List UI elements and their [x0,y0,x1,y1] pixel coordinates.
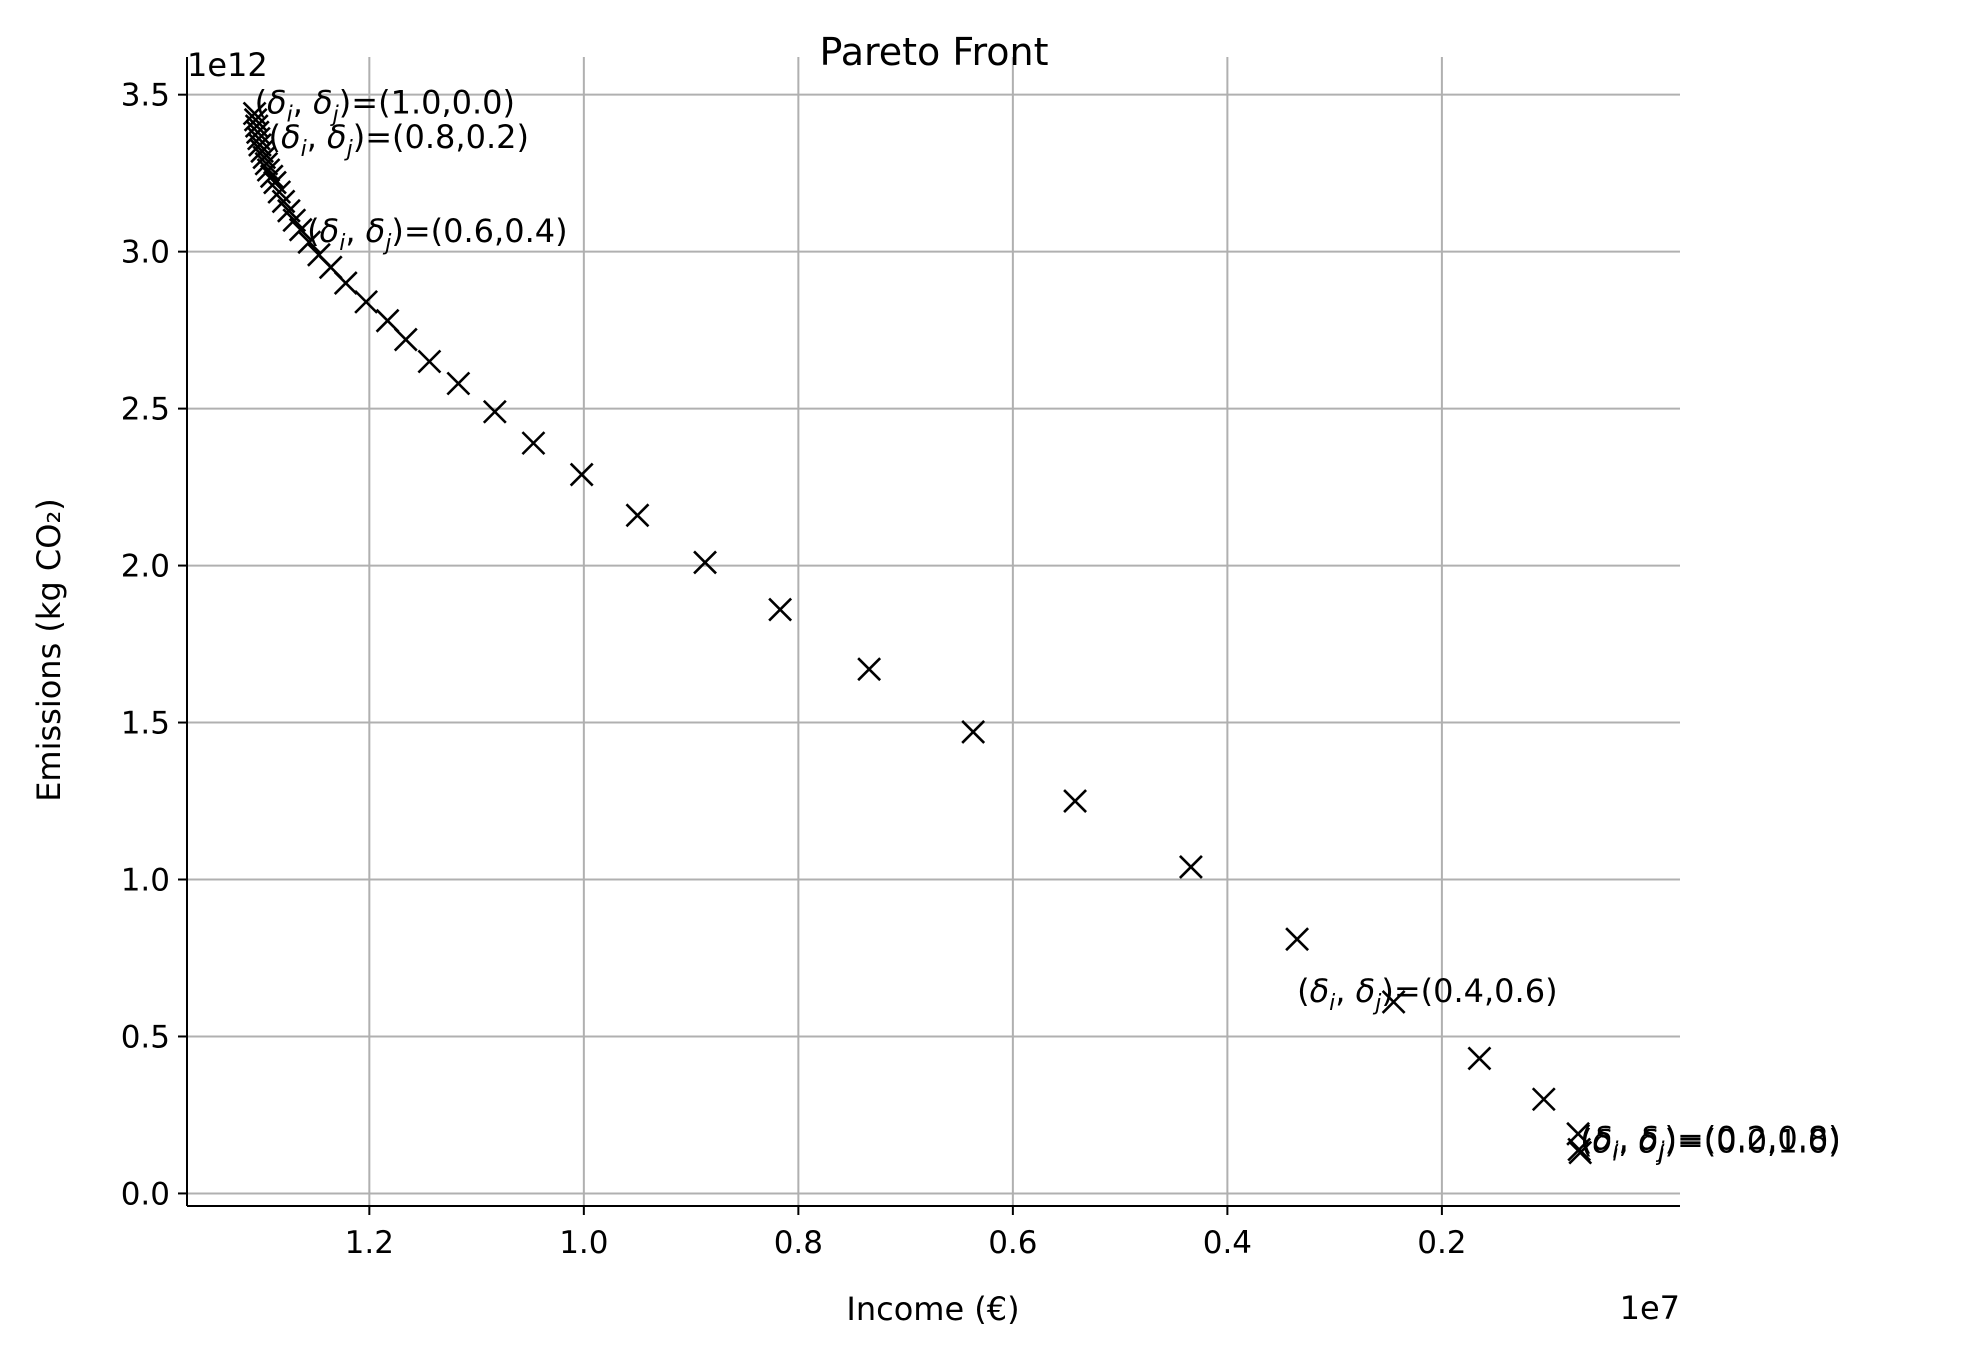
x-tick-label: 0.4 [1203,1225,1252,1261]
x-tick-label: 0.8 [774,1225,823,1261]
data-point [297,230,322,255]
chart-title: Pareto Front [819,30,1048,74]
y-tick-label: 2.0 [121,549,170,585]
data-point [248,132,272,157]
data-point [1285,927,1310,952]
data-point [354,289,379,314]
data-point [333,271,358,295]
x-axis-label: Income (€) [846,1290,1019,1328]
x-tick-label: 1.0 [559,1225,608,1261]
x-offset-label: 1e7 [1620,1289,1680,1327]
data-point [521,431,546,456]
y-tick-label: 0.0 [121,1176,170,1212]
x-tick-label: 0.2 [1417,1225,1466,1261]
data-point [256,158,281,182]
data-point [1063,789,1087,813]
data-point [417,349,442,374]
point-annotation: (δi, δj)=(0.0,1.0) [1580,1123,1840,1167]
data-point [259,164,284,189]
data-point [1531,1087,1556,1112]
data-point [1568,1140,1593,1165]
point-annotation: (δi, δj)=(0.4,0.6) [1297,972,1557,1016]
y-tick-label: 2.5 [121,392,170,428]
data-point [288,217,313,242]
data-points [242,101,1593,1165]
data-point [252,145,277,170]
y-tick-label: 1.5 [121,706,170,742]
data-point [250,139,274,164]
data-point [393,327,418,352]
data-point [1467,1046,1492,1071]
data-point [446,371,471,396]
data-point [254,151,279,176]
y-tick-label: 3.5 [121,78,170,114]
y-tick-label: 0.5 [121,1019,170,1055]
data-point [857,657,882,682]
data-point [569,462,594,487]
ticks: 1.2 1.0 0.8 0.6 0.4 0.2 0.0 0.5 1.0 1.5 2.0 2.5 3.0 3… [121,78,1467,1261]
x-tick-label: 1.2 [345,1225,394,1261]
data-point [482,399,507,424]
data-point [625,503,650,528]
data-point [768,597,793,622]
y-tick-label: 3.0 [121,235,170,271]
data-point [693,550,717,575]
data-point [375,308,400,333]
y-tick-label: 1.0 [121,863,170,899]
y-axis-label: Emissions (kg CO₂) [30,498,68,802]
point-annotation: (δi, δj)=(0.8,0.2) [269,118,529,162]
x-tick-label: 0.6 [988,1225,1037,1261]
data-point [1178,855,1203,879]
data-point [1567,1137,1592,1162]
point-annotation: (δi, δj)=(1.0,0.0) [255,84,515,128]
y-offset-label: 1e12 [187,46,268,84]
axes-spines [186,57,1680,1207]
grid [187,57,1680,1206]
point-annotation: (δi, δj)=(0.6,0.4) [307,212,567,256]
data-point [1381,990,1406,1014]
data-point [961,720,986,744]
point-annotation: (δi, δj)=(0.2,0.8) [1580,1119,1840,1163]
annotations: (δi, δj)=(1.0,0.0)(δi, δj)=(0.8,0.2) (δi,… [255,84,1841,1167]
